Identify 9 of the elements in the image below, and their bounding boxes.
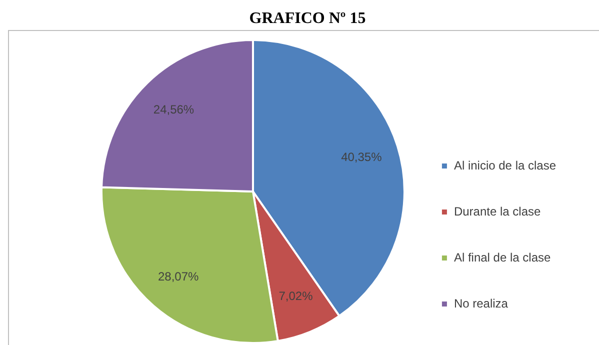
data-label: 24,56% xyxy=(153,102,194,116)
data-label: 40,35% xyxy=(341,150,382,164)
legend-label: Al final de la clase xyxy=(454,250,551,264)
legend-label: Al inicio de la clase xyxy=(454,158,556,172)
legend-label: No realiza xyxy=(454,296,508,310)
legend-label: Durante la clase xyxy=(454,204,541,218)
chart-title: GRAFICO Nº 15 xyxy=(248,9,367,29)
data-label: 28,07% xyxy=(158,269,200,284)
data-label: 7,02% xyxy=(278,289,314,304)
